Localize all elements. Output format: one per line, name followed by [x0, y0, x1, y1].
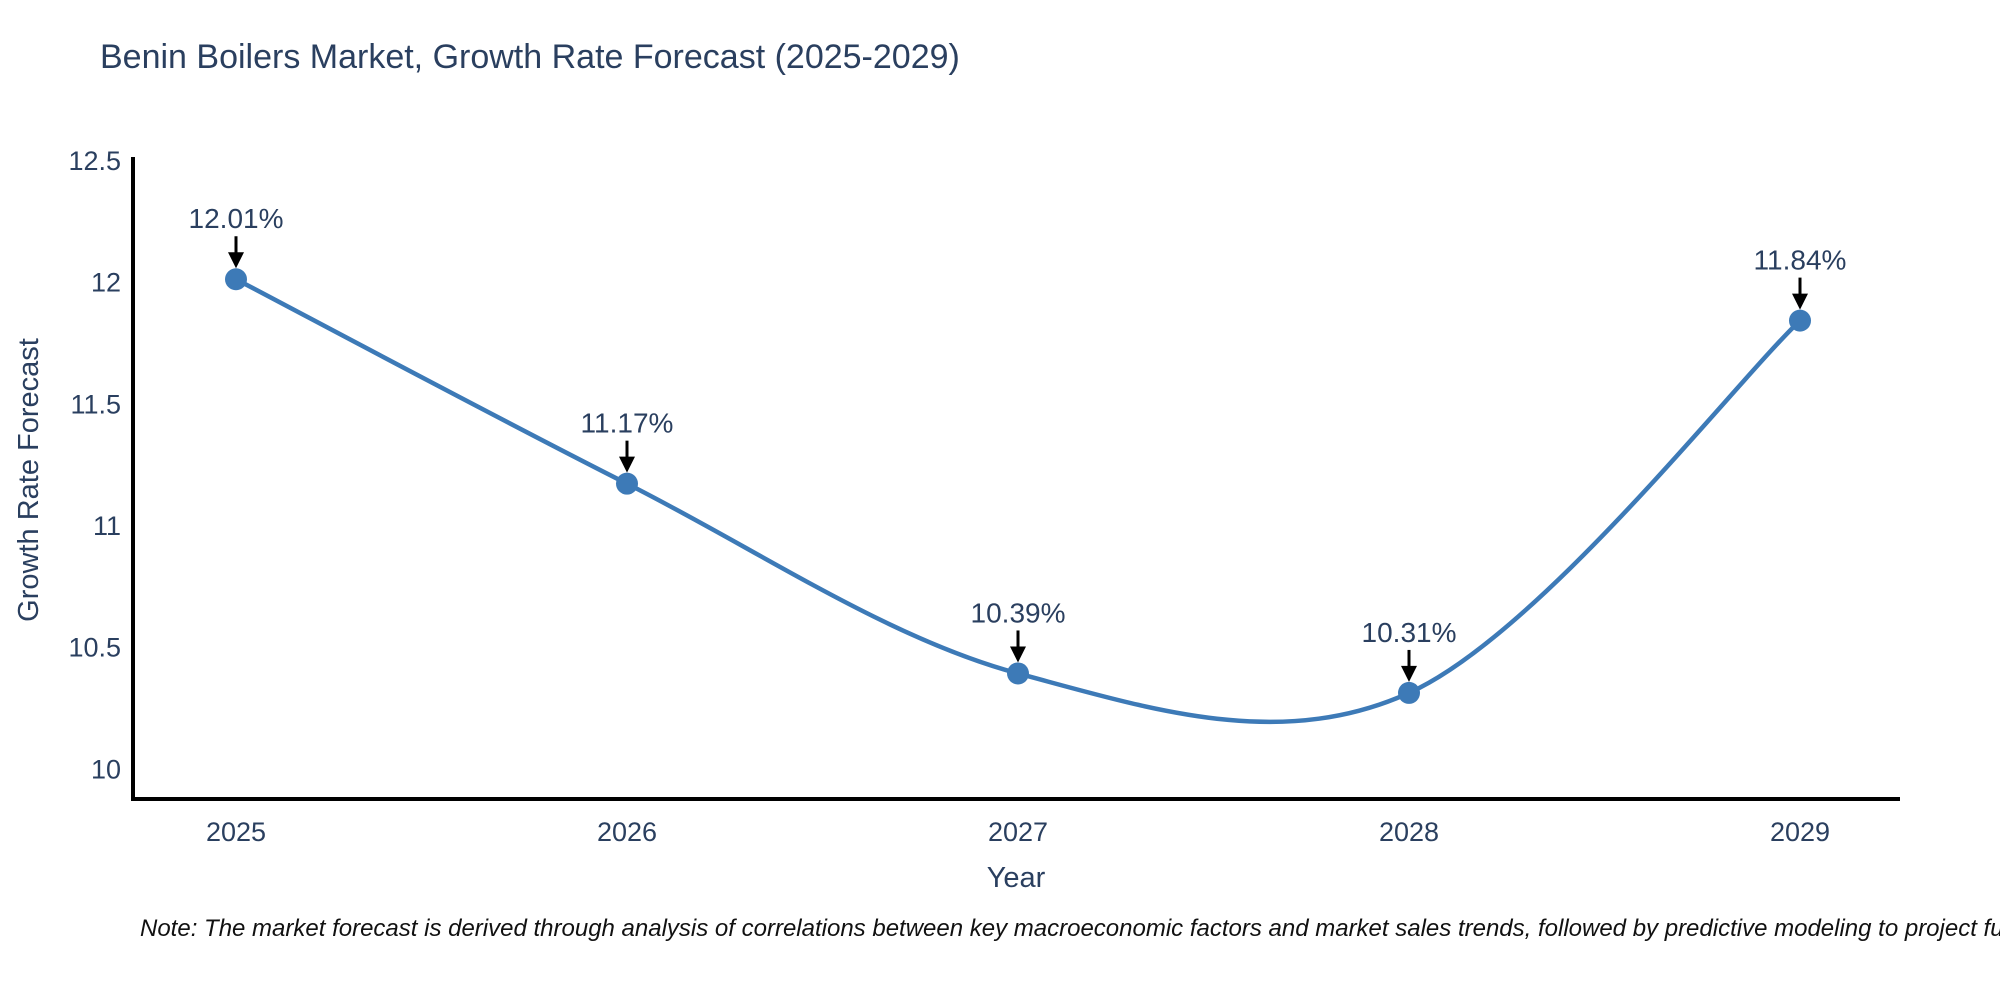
annotation-arrowhead	[1792, 293, 1808, 310]
y-tick-label: 12.5	[68, 146, 121, 176]
x-tick-label: 2027	[988, 817, 1048, 847]
data-point-2026[interactable]	[616, 472, 638, 495]
annotation-arrowhead	[228, 252, 244, 269]
x-tick-label: 2029	[1770, 817, 1830, 847]
y-axis-title: Growth Rate Forecast	[13, 338, 45, 622]
chart-title: Benin Boilers Market, Growth Rate Foreca…	[100, 38, 960, 76]
point-annotation: 12.01%	[189, 203, 284, 234]
point-annotation: 11.84%	[1754, 245, 1847, 276]
y-tick-label: 12	[91, 268, 121, 298]
point-annotation: 10.39%	[971, 597, 1066, 628]
footnote: Note: The market forecast is derived thr…	[140, 915, 2000, 942]
y-tick-label: 11.5	[70, 389, 121, 419]
point-annotation: 10.31%	[1362, 617, 1457, 648]
data-point-2025[interactable]	[225, 268, 247, 291]
data-point-2029[interactable]	[1789, 309, 1811, 332]
x-axis-title: Year	[987, 862, 1046, 894]
plot-area: 12.5 12 11.5 11 10.5 10 2025 2026 2027 2028 2029 12…	[68, 146, 1846, 847]
point-annotation: 11.17%	[581, 408, 674, 439]
annotation-arrowhead	[1401, 665, 1417, 682]
axis-lines	[131, 157, 1900, 801]
x-tick-label: 2026	[597, 817, 657, 847]
y-tick-label: 10.5	[68, 633, 121, 663]
data-point-2027[interactable]	[1007, 662, 1029, 685]
x-tick-label: 2028	[1379, 817, 1439, 847]
y-tick-label: 11	[93, 511, 121, 541]
x-tick-label: 2025	[206, 817, 266, 847]
y-tick-label: 10	[91, 754, 121, 784]
annotation-arrowhead	[1010, 646, 1026, 663]
data-point-2028[interactable]	[1398, 681, 1420, 704]
annotation-arrowhead	[619, 456, 635, 473]
